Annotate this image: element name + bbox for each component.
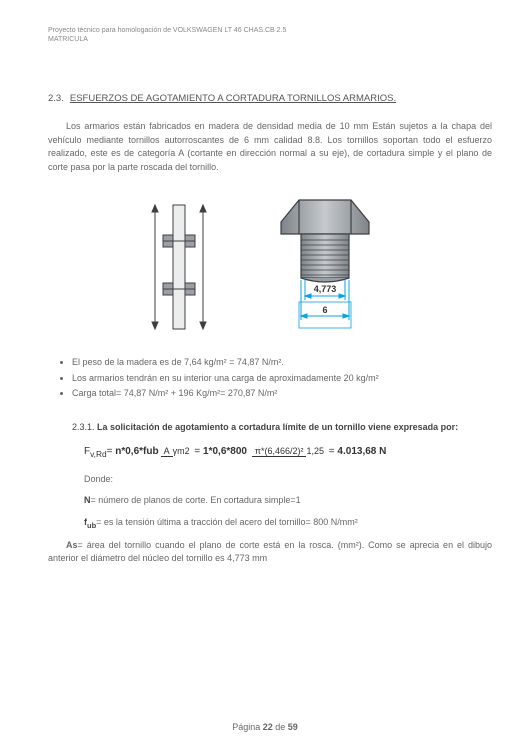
header-line-2: MATRICULA [48,35,492,44]
technical-figure: 4,773 6 [48,192,492,342]
def-n: N= número de planos de corte. En cortadu… [84,494,492,508]
bullet-list: El peso de la madera es de 7,64 kg/m² = … [72,356,492,401]
section-heading: ESFUERZOS DE AGOTAMIENTO A CORTADURA TOR… [70,93,396,104]
list-item: Los armarios tendrán en su interior una … [72,372,492,386]
section-number: 2.3. [48,93,64,104]
panel-side-view [145,197,215,337]
bolt-front-view: 4,773 6 [255,192,395,342]
formula: Fv,Rd= n*0,6*fubAγm2 = 1*0,6*800 π*(6,46… [84,444,492,460]
subsection-title: 2.3.1. La solicitación de agotamiento a … [72,421,492,435]
subsection-heading: La solicitación de agotamiento a cortadu… [97,422,458,432]
page-footer: Página 22 de 59 [0,721,530,735]
dim-shank: 6 [322,305,327,315]
dim-thread: 4,773 [314,284,337,294]
list-item: Carga total= 74,87 N/m² + 196 Kg/m²= 270… [72,387,492,401]
list-item: El peso de la madera es de 7,64 kg/m² = … [72,356,492,370]
page-header: Proyecto técnico para homologación de VO… [48,26,492,44]
intro-paragraph: Los armarios están fabricados en madera … [48,120,492,174]
donde-label: Donde: [84,473,492,487]
header-line-1: Proyecto técnico para homologación de VO… [48,26,492,35]
def-fub: fub= es la tensión última a tracción del… [84,516,492,531]
subsection-number: 2.3.1. [72,422,95,432]
section-title: 2.3. ESFUERZOS DE AGOTAMIENTO A CORTADURA… [48,92,492,106]
def-as: As= área del tornillo cuando el plano de… [48,539,492,566]
